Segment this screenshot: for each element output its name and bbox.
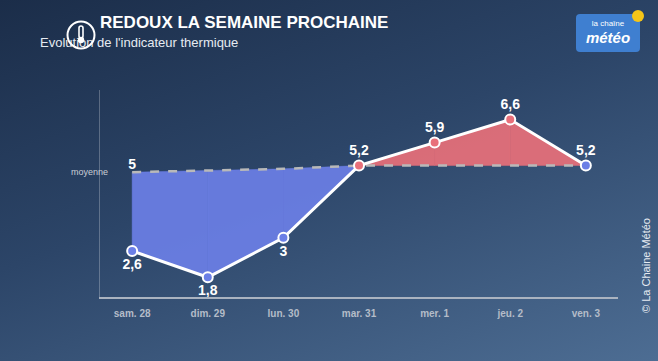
svg-text:5,2: 5,2 [576,142,596,158]
svg-text:sam. 28: sam. 28 [114,308,151,319]
svg-text:dim. 29: dim. 29 [191,308,226,319]
svg-text:6,6: 6,6 [500,96,520,112]
svg-text:5,2: 5,2 [349,142,369,158]
svg-text:2,6: 2,6 [122,256,142,272]
svg-text:jeu. 2: jeu. 2 [496,308,523,319]
svg-text:Evolution de l'indicateur ther: Evolution de l'indicateur thermique [40,35,239,50]
svg-text:5,9: 5,9 [425,119,445,135]
html-text:la chaîne: la chaîne [591,19,625,28]
svg-text:moyenne: moyenne [71,167,108,177]
svg-text:ven. 3: ven. 3 [572,308,601,319]
svg-text:REDOUX LA SEMAINE PROCHAINE: REDOUX LA SEMAINE PROCHAINE [100,13,388,32]
svg-text:5: 5 [128,156,136,172]
svg-text:3: 3 [279,243,287,259]
svg-text:lun. 30: lun. 30 [268,308,300,319]
html-text:météo: météo [585,29,631,46]
svg-text:mar. 31: mar. 31 [342,308,377,319]
svg-text:1,8: 1,8 [198,282,218,298]
svg-text:© La Chaine Météo: © La Chaine Météo [640,218,652,313]
svg-text:mer. 1: mer. 1 [420,308,449,319]
